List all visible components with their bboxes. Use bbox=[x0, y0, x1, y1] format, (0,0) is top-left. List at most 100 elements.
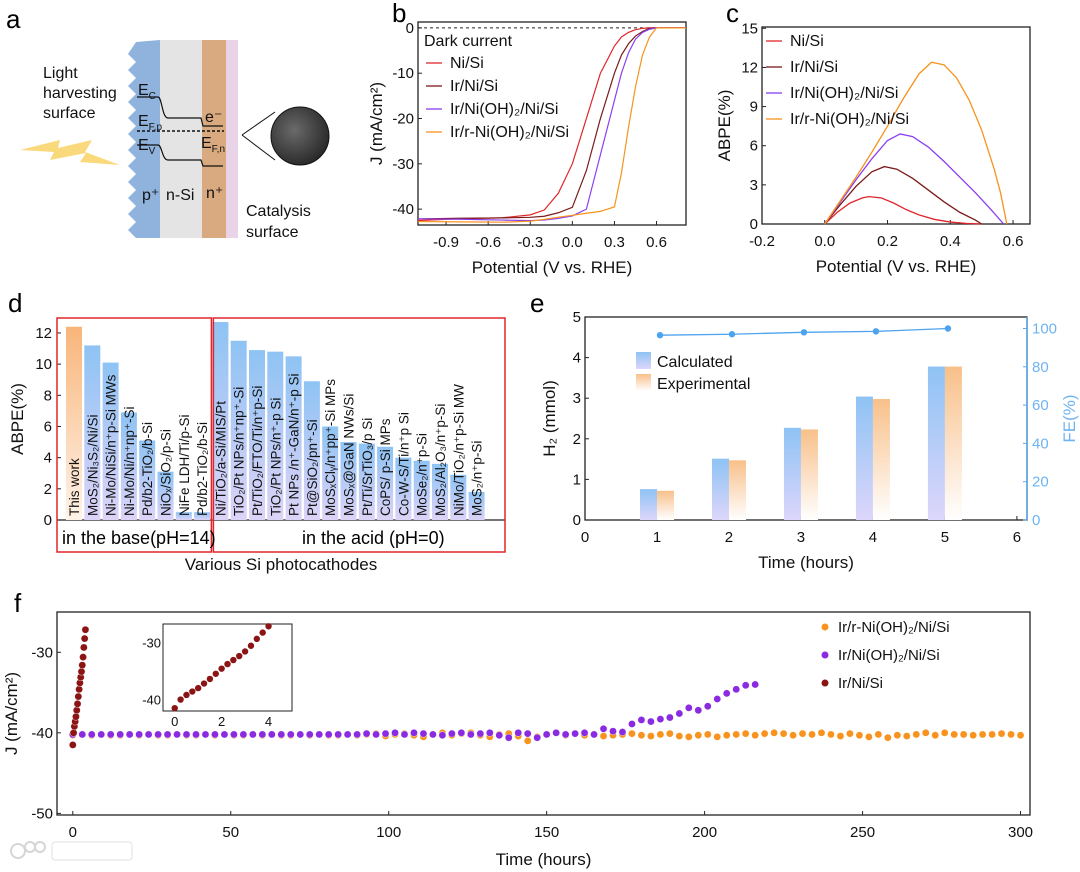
data-point-0 bbox=[865, 733, 873, 741]
data-point-1 bbox=[694, 706, 703, 715]
x-tick-label: -0.2 bbox=[749, 233, 775, 250]
x-tick-label: -0.6 bbox=[475, 234, 501, 251]
y2-tick-label: 100 bbox=[1032, 320, 1057, 337]
data-point-1 bbox=[362, 729, 371, 738]
chart-d-comparison: 0 2 4 6 8 10 12 ABPE(%) This work MoS₂/Ni₃S₂/Ni/S… bbox=[8, 317, 506, 574]
data-point-0 bbox=[732, 730, 741, 739]
data-point-1 bbox=[732, 685, 741, 694]
bar-1 bbox=[728, 460, 746, 520]
conduction-band bbox=[137, 96, 223, 127]
inset-x-tick-label: 2 bbox=[218, 714, 225, 729]
x-tick-label: 4 bbox=[869, 529, 877, 546]
panel-label-d: d bbox=[8, 288, 22, 318]
x-tick-label: 200 bbox=[692, 824, 717, 841]
inset-data-point bbox=[171, 704, 178, 712]
y-tick-label: 6 bbox=[750, 138, 758, 155]
data-point-0 bbox=[997, 729, 1006, 738]
bar-0 bbox=[639, 489, 657, 520]
x-tick-label: 250 bbox=[850, 824, 875, 841]
data-point-1 bbox=[182, 730, 191, 739]
inset-data-point bbox=[212, 670, 219, 677]
bar-0 bbox=[783, 427, 801, 520]
y-axis-title: ABPE(%) bbox=[715, 90, 734, 162]
data-point-1 bbox=[277, 730, 286, 739]
data-point-0 bbox=[846, 729, 854, 738]
inset-data-point bbox=[247, 642, 255, 649]
x-tick-label: 2 bbox=[725, 529, 733, 546]
bar-label: Pt@SiO₂/pn⁺-Si bbox=[305, 419, 320, 516]
y-tick-label: -30 bbox=[392, 156, 414, 173]
data-point-1 bbox=[457, 729, 466, 737]
y-axis-title: ABPE(%) bbox=[8, 383, 27, 455]
legend-label: Ir/Ni(OH)₂/Ni/Si bbox=[450, 101, 558, 118]
data-point-0 bbox=[637, 731, 646, 740]
bar bbox=[175, 512, 192, 520]
data-point-1 bbox=[533, 733, 541, 742]
bar bbox=[395, 457, 412, 520]
data-point-1 bbox=[495, 731, 504, 740]
legend-label: Ir/Ni/Si bbox=[790, 59, 838, 76]
data-point-0 bbox=[694, 731, 703, 740]
data-point-2 bbox=[69, 729, 78, 737]
data-point-1 bbox=[400, 730, 409, 739]
data-point-1 bbox=[268, 730, 276, 739]
data-point-2 bbox=[72, 706, 81, 715]
x-axis-title: Time (hours) bbox=[496, 850, 592, 869]
bar bbox=[230, 340, 247, 520]
data-point-1 bbox=[305, 730, 314, 739]
inset-data-point bbox=[265, 623, 272, 630]
bar bbox=[84, 345, 101, 520]
data-point-1 bbox=[410, 729, 418, 737]
data-point-0 bbox=[884, 733, 892, 742]
data-point-1 bbox=[97, 730, 106, 739]
light-label-3: surface bbox=[43, 105, 96, 122]
data-point-1 bbox=[590, 730, 598, 739]
data-point-1 bbox=[334, 730, 342, 739]
chart-b-lsv: -0.9 -0.6 -0.3 0.0 0.3 0.6 0 -10 -20 -30 -40 Potent… bbox=[367, 20, 687, 277]
data-point-0 bbox=[978, 730, 987, 739]
bar bbox=[194, 512, 211, 520]
fe-point bbox=[872, 328, 880, 335]
inset-data-point bbox=[253, 635, 261, 643]
data-point-1 bbox=[722, 689, 731, 698]
data-point-2 bbox=[73, 700, 82, 708]
y-tick-label: 0 bbox=[573, 512, 581, 529]
bar-1 bbox=[944, 366, 962, 520]
data-point-1 bbox=[580, 729, 589, 737]
x-tick-label: 0.6 bbox=[646, 234, 667, 251]
legend-label: Ir/Ni/Si bbox=[838, 675, 883, 692]
bar bbox=[432, 463, 448, 520]
bar-label: Ni-Mo/Ni/n⁺np⁺-Si bbox=[122, 406, 137, 516]
bar bbox=[377, 446, 394, 520]
n-si-label: n-Si bbox=[166, 187, 194, 204]
x-tick-label: 1 bbox=[653, 529, 661, 546]
data-point-0 bbox=[713, 733, 722, 741]
data-point-2 bbox=[72, 712, 80, 721]
inset-data-point bbox=[259, 629, 266, 636]
legend-label: Calculated bbox=[657, 354, 733, 371]
bar-label: This work bbox=[67, 458, 82, 516]
bar-0 bbox=[855, 396, 873, 520]
y-tick-label: 0 bbox=[406, 20, 414, 37]
inset-data-point bbox=[224, 660, 231, 668]
data-point-2 bbox=[81, 625, 90, 634]
data-point-2 bbox=[79, 653, 87, 661]
inset-data-point bbox=[218, 665, 225, 672]
y-tick-label: -10 bbox=[392, 65, 414, 82]
y2-tick-label: 40 bbox=[1032, 435, 1049, 452]
x-tick-label: 0.0 bbox=[562, 234, 583, 251]
legend-swatch bbox=[636, 352, 651, 369]
data-point-1 bbox=[296, 730, 305, 739]
y2-tick-label: 0 bbox=[1032, 512, 1040, 529]
data-point-1 bbox=[286, 730, 295, 739]
series-line-0 bbox=[824, 195, 982, 225]
zoom-line-top bbox=[241, 111, 276, 136]
data-point-1 bbox=[163, 730, 172, 739]
series-line-2 bbox=[824, 133, 1005, 225]
data-point-0 bbox=[760, 729, 769, 738]
data-point-0 bbox=[666, 729, 674, 738]
chart-c-abpe: -0.2 0.0 0.2 0.4 0.6 0 3 6 9 12 15 Potential (V vs.… bbox=[715, 20, 1031, 276]
data-point-1 bbox=[106, 730, 115, 739]
